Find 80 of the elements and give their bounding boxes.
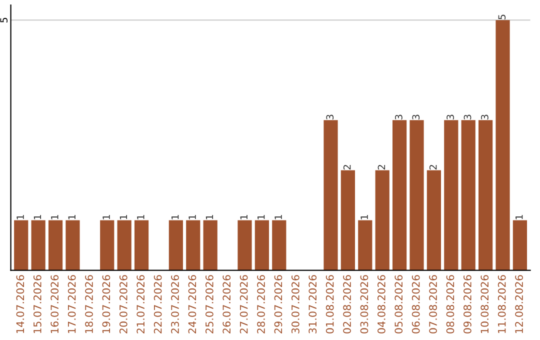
bar — [444, 120, 458, 270]
x-tick-label: 20.07.2026 — [119, 275, 128, 334]
x-tick-label: 29.07.2026 — [274, 275, 282, 334]
data-label: 1 — [360, 214, 368, 220]
data-label: 1 — [120, 214, 128, 220]
bar — [340, 170, 355, 270]
bar — [100, 220, 114, 270]
data-label: 1 — [206, 214, 214, 220]
bar — [238, 220, 252, 270]
data-label: 3 — [446, 114, 454, 120]
data-label: 5 — [498, 14, 506, 20]
x-tick-label: 30.07.2026 — [291, 275, 300, 334]
data-label: 1 — [137, 214, 144, 220]
data-label: 3 — [412, 114, 420, 120]
bar — [168, 220, 183, 270]
bar — [66, 220, 80, 270]
data-label: 1 — [172, 214, 179, 220]
data-label: 2 — [343, 165, 351, 170]
bar — [478, 120, 493, 270]
bar — [358, 220, 372, 270]
data-label: 1 — [16, 214, 24, 220]
x-tick-label: 19.07.2026 — [102, 275, 110, 333]
data-label: 1 — [188, 214, 196, 220]
x-tick-label: 05.08.2026 — [394, 275, 403, 334]
bar — [254, 220, 269, 270]
data-label: 1 — [68, 214, 76, 220]
x-tick-label: 18.07.2026 — [85, 275, 93, 333]
bar — [496, 20, 510, 270]
bar — [134, 220, 149, 270]
x-tick-label: 11.08.2026 — [498, 275, 506, 333]
bar — [14, 220, 28, 270]
bar — [272, 220, 286, 270]
data-label: 1 — [102, 214, 110, 220]
data-label: 2 — [429, 165, 437, 170]
bar — [186, 220, 200, 270]
x-tick-label: 21.07.2026 — [136, 275, 145, 334]
x-tick-label: 27.07.2026 — [240, 275, 248, 334]
x-tick-label: 03.08.2026 — [360, 275, 368, 334]
data-label: 1 — [258, 214, 265, 220]
x-tick-label: 06.08.2026 — [412, 275, 420, 334]
data-label: 1 — [516, 214, 523, 220]
bar — [203, 220, 218, 270]
data-label: 1 — [274, 214, 282, 220]
x-tick-label: 24.07.2026 — [188, 275, 196, 334]
data-label: 1 — [51, 214, 58, 220]
x-tick-label: 02.08.2026 — [343, 275, 351, 334]
x-tick-label: 28.07.2026 — [257, 275, 265, 334]
data-label: 1 — [34, 214, 42, 220]
bar — [426, 170, 442, 270]
bar — [461, 120, 476, 270]
x-tick-label: 23.07.2026 — [171, 275, 179, 334]
x-tick-label: 10.08.2026 — [480, 275, 489, 333]
bar — [375, 170, 390, 270]
x-tick-label: 09.08.2026 — [464, 275, 472, 334]
x-tick-label: 16.07.2026 — [50, 275, 59, 333]
bar — [392, 120, 407, 270]
x-tick-label: 12.08.2026 — [515, 275, 523, 333]
x-tick-label: 22.07.2026 — [154, 275, 162, 334]
x-tick-label: 04.08.2026 — [377, 275, 386, 334]
data-label: 1 — [240, 214, 248, 220]
bar — [31, 220, 46, 270]
bar — [410, 120, 424, 270]
x-tick-label: 17.07.2026 — [68, 275, 76, 333]
data-label: 3 — [464, 114, 472, 120]
x-tick-label: 08.08.2026 — [446, 275, 454, 334]
data-label: 2 — [378, 165, 386, 170]
bar — [512, 220, 528, 270]
bar — [117, 220, 132, 270]
data-label: 3 — [326, 114, 334, 120]
bar — [324, 120, 338, 270]
x-tick-label: 14.07.2026 — [16, 275, 24, 333]
x-tick-label: 31.07.2026 — [308, 275, 317, 334]
x-tick-label: 15.07.2026 — [33, 275, 42, 333]
bar — [48, 220, 63, 270]
data-label: 3 — [481, 114, 488, 120]
x-tick-label: 25.07.2026 — [205, 275, 214, 334]
x-tick-label: 01.08.2026 — [326, 275, 334, 334]
x-tick-label: 07.08.2026 — [429, 275, 437, 334]
x-tick-label: 26.07.2026 — [222, 275, 231, 334]
data-label: 3 — [395, 114, 402, 120]
